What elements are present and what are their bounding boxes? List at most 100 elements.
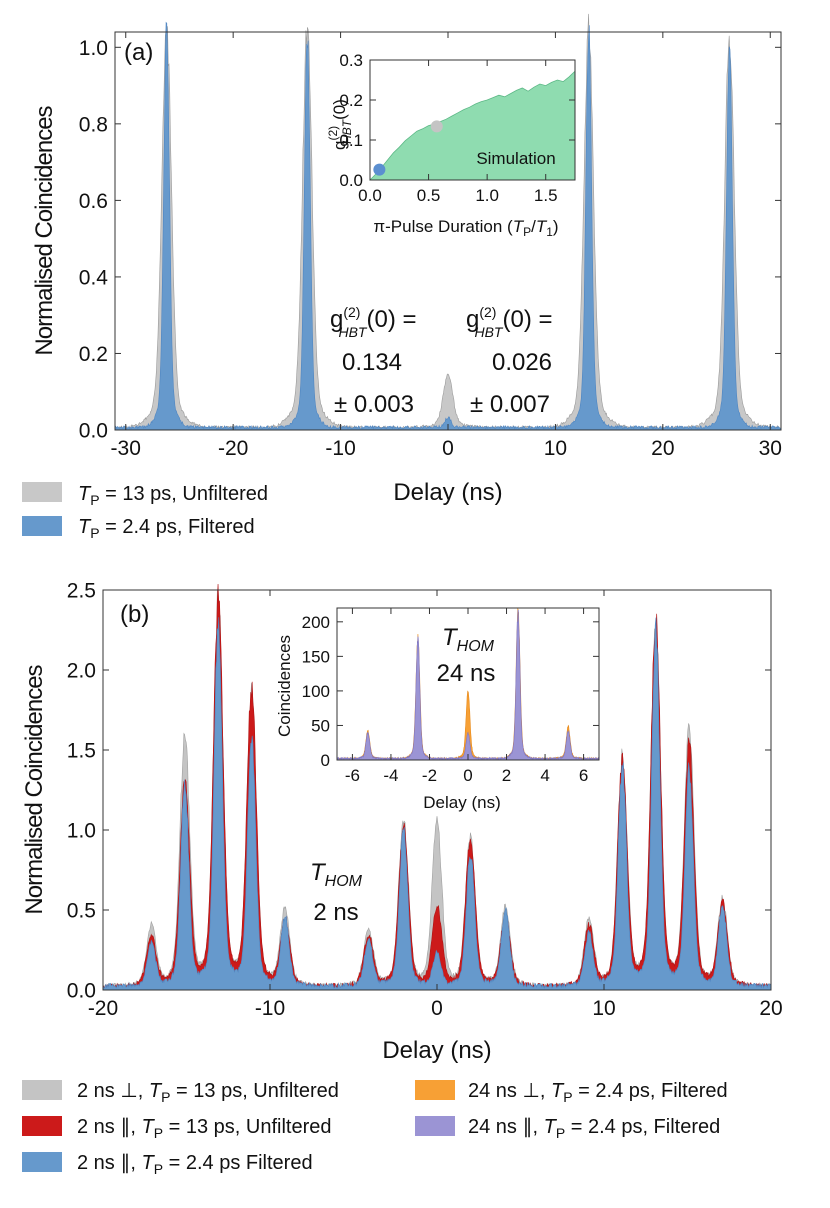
y-tick-label: 0.5 bbox=[67, 900, 96, 923]
panel-a-y-ticks: 0.0 0.2 0.4 0.6 0.8 1.0 bbox=[79, 37, 781, 443]
x-tick-label: -10 bbox=[255, 997, 285, 1020]
simulation-area bbox=[369, 70, 576, 181]
inset-b-y-axis-label: Coincidences bbox=[275, 635, 294, 737]
y-tick-label: 0.1 bbox=[339, 131, 363, 150]
panel-b-label: (b) bbox=[120, 601, 149, 628]
x-tick-label: 0.5 bbox=[417, 186, 441, 205]
x-tick-label: 30 bbox=[759, 437, 782, 460]
inset-b-plot bbox=[336, 607, 600, 761]
y-tick-label: 1.0 bbox=[67, 820, 96, 843]
panel-a-x-axis-label: Delay (ns) bbox=[393, 479, 502, 506]
legend-label: 24 ns ⊥, TP = 2.4 ps, Filtered bbox=[468, 1080, 728, 1105]
y-tick-label: 2.0 bbox=[67, 660, 96, 683]
x-tick-label: -10 bbox=[325, 437, 355, 460]
legend-label: 2 ns ⊥, TP = 13 ps, Unfiltered bbox=[77, 1080, 339, 1105]
panel-a-inset: 0.0 0.5 1.0 1.5 0.0 0.1 0.2 0.3 Simulation π-P… bbox=[326, 51, 576, 239]
panel-b-legend: 2 ns ⊥, TP = 13 ps, Unfiltered 2 ns ∥, T… bbox=[22, 1080, 728, 1177]
x-tick-label: 10 bbox=[544, 437, 567, 460]
legend-label: 2 ns ∥, TP = 2.4 ps Filtered bbox=[77, 1152, 313, 1177]
legend-label: TP = 13 ps, Unfiltered bbox=[78, 483, 268, 508]
x-tick-label: -2 bbox=[422, 766, 437, 785]
x-tick-label: -20 bbox=[218, 437, 248, 460]
y-tick-label: 0.0 bbox=[339, 171, 363, 190]
legend-label: 2 ns ∥, TP = 13 ps, Unfiltered bbox=[77, 1116, 331, 1141]
x-tick-label: -30 bbox=[111, 437, 141, 460]
legend-label: TP = 2.4 ps, Filtered bbox=[78, 516, 255, 541]
legend-swatch bbox=[22, 516, 62, 536]
y-tick-label: 100 bbox=[302, 682, 330, 701]
g2-right-value: 0.026 bbox=[492, 349, 552, 376]
g2-left-label: g(2) HBT(0) = bbox=[330, 304, 417, 340]
y-tick-label: 0.2 bbox=[79, 343, 108, 366]
legend-swatch bbox=[22, 1080, 62, 1100]
x-tick-label: -4 bbox=[383, 766, 398, 785]
measured-point bbox=[430, 120, 443, 133]
y-tick-label: 0.0 bbox=[79, 420, 108, 443]
y-tick-label: 0.6 bbox=[79, 190, 108, 213]
y-tick-label: 0.4 bbox=[79, 266, 109, 289]
y-tick-label: 0 bbox=[321, 751, 330, 770]
y-tick-label: 0.3 bbox=[339, 51, 363, 70]
y-tick-label: 0.0 bbox=[67, 980, 96, 1003]
g2-left-value: 0.134 bbox=[342, 349, 402, 376]
inset-a-y-axis-label: g(2)HBT(0) bbox=[326, 99, 354, 150]
y-tick-label: 150 bbox=[302, 647, 330, 666]
inset-a-x-ticks: 0.0 0.5 1.0 1.5 bbox=[358, 60, 558, 205]
panel-a-x-ticks: -30 -20 -10 0 10 20 30 bbox=[111, 32, 782, 460]
x-tick-label: 4 bbox=[540, 766, 549, 785]
panel-a-series bbox=[114, 13, 782, 431]
panel-b: -20 -10 0 10 20 0.00.51.01.52.02.5 (b) Delay… bbox=[21, 580, 783, 1177]
inset-a-simulation-label: Simulation bbox=[476, 149, 555, 168]
y-tick-label: 1.0 bbox=[79, 37, 108, 60]
inset-a-frame bbox=[369, 59, 576, 181]
g2-right-label: g(2) HBT(0) = bbox=[466, 304, 553, 340]
thom-24ns-label: THOM bbox=[442, 624, 495, 655]
x-tick-label: 0.0 bbox=[358, 186, 382, 205]
legend-swatch bbox=[22, 482, 62, 502]
y-tick-label: 50 bbox=[311, 717, 330, 736]
panel-b-y-ticks: 0.0 0.5 1.0 1.5 2.0 2.5 bbox=[67, 580, 771, 1003]
inset-a-x-axis-label: π-Pulse Duration (TP/T1) bbox=[373, 217, 558, 239]
inset-b-y-ticks: 0 50 100 150 200 bbox=[302, 613, 599, 770]
inset-a-y-ticks: 0.0 0.1 0.2 0.3 bbox=[339, 51, 575, 190]
thom-24ns-value: 24 ns bbox=[437, 660, 496, 687]
y-tick-label: 0.2 bbox=[339, 91, 363, 110]
panel-b-x-axis-label: Delay (ns) bbox=[382, 1037, 491, 1064]
series-area bbox=[336, 609, 600, 761]
legend-swatch bbox=[22, 1116, 62, 1136]
x-tick-label: 0 bbox=[463, 766, 472, 785]
panel-a: -30 -20 -10 0 10 20 30 0.00.20.40.60.81.0 (a) … bbox=[22, 13, 782, 541]
measured-point bbox=[373, 163, 386, 176]
g2-right-error: ± 0.007 bbox=[470, 391, 550, 418]
panel-a-y-axis-label: Normalised Coincidences bbox=[31, 105, 58, 355]
y-tick-label: 2.5 bbox=[67, 580, 96, 603]
series-area bbox=[102, 584, 772, 991]
legend-swatch bbox=[415, 1116, 455, 1136]
y-tick-label: 1.5 bbox=[67, 740, 96, 763]
x-tick-label: 10 bbox=[592, 997, 615, 1020]
panel-b-x-ticks: -20 -10 0 10 20 bbox=[88, 590, 783, 1020]
series-area bbox=[102, 617, 772, 991]
panel-a-legend: TP = 13 ps, Unfiltered TP = 2.4 ps, Filt… bbox=[22, 482, 268, 541]
g2-left-error: ± 0.003 bbox=[334, 391, 414, 418]
thom-2ns-value: 2 ns bbox=[313, 899, 358, 926]
inset-b-x-axis-label: Delay (ns) bbox=[423, 793, 500, 812]
x-tick-label: -6 bbox=[345, 766, 360, 785]
series-area bbox=[114, 21, 782, 431]
legend-swatch bbox=[415, 1080, 455, 1100]
panel-b-y-axis-label: Normalised Coincidences bbox=[21, 664, 48, 914]
inset-a-plot bbox=[369, 70, 576, 181]
x-tick-label: 6 bbox=[579, 766, 588, 785]
thom-2ns-label: THOM bbox=[310, 859, 363, 890]
x-tick-label: 1.5 bbox=[534, 186, 558, 205]
panel-b-series bbox=[102, 584, 772, 991]
y-tick-label: 200 bbox=[302, 613, 330, 632]
x-tick-label: 20 bbox=[759, 997, 782, 1020]
x-tick-label: 2 bbox=[502, 766, 511, 785]
x-tick-label: 0 bbox=[431, 997, 443, 1020]
x-tick-label: -20 bbox=[88, 997, 118, 1020]
x-tick-label: 1.0 bbox=[475, 186, 499, 205]
legend-label: 24 ns ∥, TP = 2.4 ps, Filtered bbox=[468, 1116, 720, 1141]
inset-b-x-ticks: -6 -4 -2 0 2 4 6 bbox=[345, 608, 588, 785]
